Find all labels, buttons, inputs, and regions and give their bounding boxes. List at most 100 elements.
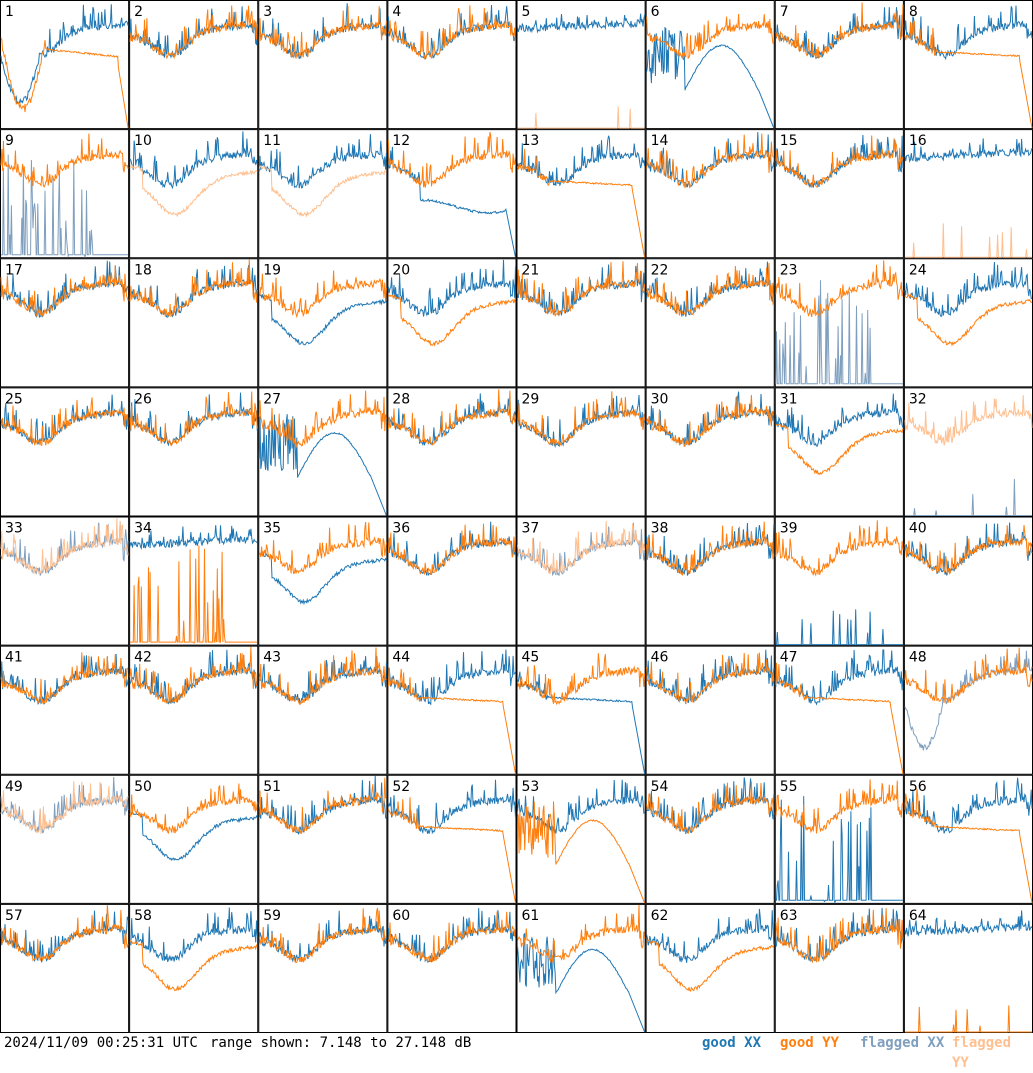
- panel-34: 34: [129, 516, 259, 646]
- series-yy-15: [775, 135, 904, 188]
- series-yy-64: [904, 1005, 1032, 1033]
- series-xx-61: [517, 932, 646, 1033]
- panel-42: 42: [129, 645, 259, 775]
- panel-17: 17: [0, 258, 130, 388]
- panel-number: 52: [392, 779, 410, 795]
- series-xx-32: [904, 478, 1032, 516]
- panel-40: 40: [903, 516, 1033, 646]
- panel-number: 61: [522, 908, 540, 924]
- series-xx-6: [646, 26, 775, 129]
- panel-31: 31: [774, 387, 904, 517]
- series-xx-34: [129, 525, 258, 551]
- series-yy-49: [0, 781, 129, 834]
- panel-46: 46: [645, 645, 775, 775]
- panel-19: 19: [258, 258, 388, 388]
- panel-22: 22: [645, 258, 775, 388]
- panel-37: 37: [516, 516, 646, 646]
- panel-number: 8: [909, 4, 918, 20]
- panel-number: 53: [522, 779, 540, 795]
- panel-8: 8: [903, 0, 1033, 130]
- series-xx-8: [904, 5, 1033, 61]
- panel-4: 4: [387, 0, 517, 130]
- panel-number: 25: [5, 391, 23, 407]
- panel-52: 52: [387, 774, 517, 904]
- series-yy-50: [129, 783, 258, 834]
- panel-57: 57: [0, 903, 130, 1033]
- panel-frame: [387, 129, 517, 259]
- panel-number: 17: [5, 262, 23, 278]
- panel-12: 12: [387, 129, 517, 259]
- series-xx-27: [258, 414, 387, 516]
- series-yy-22: [646, 262, 775, 316]
- panel-number: 56: [909, 779, 927, 795]
- panel-number: 46: [651, 650, 669, 666]
- panel-number: 63: [780, 908, 798, 924]
- series-yy-63: [775, 908, 904, 964]
- panel-frame: [903, 387, 1033, 517]
- series-yy-34: [130, 545, 258, 644]
- series-xx-50: [130, 810, 258, 861]
- panel-number: 9: [5, 133, 14, 149]
- panel-frame: [903, 645, 1033, 775]
- panel-frame: [0, 387, 130, 517]
- series-xx-62: [646, 908, 775, 963]
- series-yy-8: [904, 20, 1033, 129]
- panel-number: 55: [780, 779, 798, 795]
- series-yy-21: [517, 261, 646, 317]
- panel-number: 21: [522, 262, 540, 278]
- series-xx-64: [904, 910, 1033, 937]
- panel-63: 63: [774, 903, 904, 1033]
- panel-33: 33: [0, 516, 130, 646]
- panel-frame: [774, 258, 904, 388]
- panel-58: 58: [129, 903, 259, 1033]
- panel-55: 55: [774, 774, 904, 904]
- series-yy-57: [0, 905, 129, 962]
- panel-51: 51: [258, 774, 388, 904]
- panel-59: 59: [258, 903, 388, 1033]
- series-xx-45: [517, 671, 646, 774]
- series-yy-24: [904, 293, 1033, 347]
- panel-frame: [258, 258, 388, 388]
- panel-number: 29: [522, 391, 540, 407]
- panel-10: 10: [129, 129, 259, 259]
- panel-frame: [774, 0, 904, 130]
- panel-number: 22: [651, 262, 669, 278]
- panel-number: 62: [651, 908, 669, 924]
- panel-number: 34: [134, 521, 152, 537]
- series-yy-36: [387, 523, 516, 576]
- panel-48: 48: [903, 645, 1033, 775]
- series-xx-55: [775, 796, 903, 904]
- panel-number: 20: [392, 262, 410, 278]
- panel-frame: [645, 645, 775, 775]
- panel-3: 3: [258, 0, 388, 130]
- panel-number: 43: [263, 650, 281, 666]
- series-xx-48: [904, 650, 1033, 751]
- series-yy-5: [517, 106, 645, 129]
- panel-21: 21: [516, 258, 646, 388]
- series-xx-29: [517, 394, 646, 449]
- panel-30: 30: [645, 387, 775, 517]
- panel-frame: [0, 0, 130, 130]
- series-xx-15: [775, 134, 904, 188]
- series-yy-13: [517, 148, 646, 258]
- series-yy-20: [388, 293, 516, 347]
- panel-25: 25: [0, 387, 130, 517]
- panel-7: 7: [774, 0, 904, 130]
- panel-number: 39: [780, 521, 798, 537]
- series-xx-38: [646, 522, 775, 576]
- panel-6: 6: [645, 0, 775, 130]
- panel-number: 33: [5, 521, 23, 537]
- series-yy-61: [517, 904, 646, 964]
- series-yy-10: [129, 164, 258, 218]
- panel-50: 50: [129, 774, 259, 904]
- series-xx-19: [258, 293, 387, 346]
- panel-number: 28: [392, 391, 410, 407]
- panel-number: 59: [263, 908, 281, 924]
- panel-5: 5: [516, 0, 646, 130]
- series-xx-23: [775, 280, 903, 385]
- panel-60: 60: [387, 903, 517, 1033]
- series-yy-11: [258, 164, 387, 218]
- panel-number: 42: [134, 650, 152, 666]
- panel-number: 12: [392, 133, 410, 149]
- panel-43: 43: [258, 645, 388, 775]
